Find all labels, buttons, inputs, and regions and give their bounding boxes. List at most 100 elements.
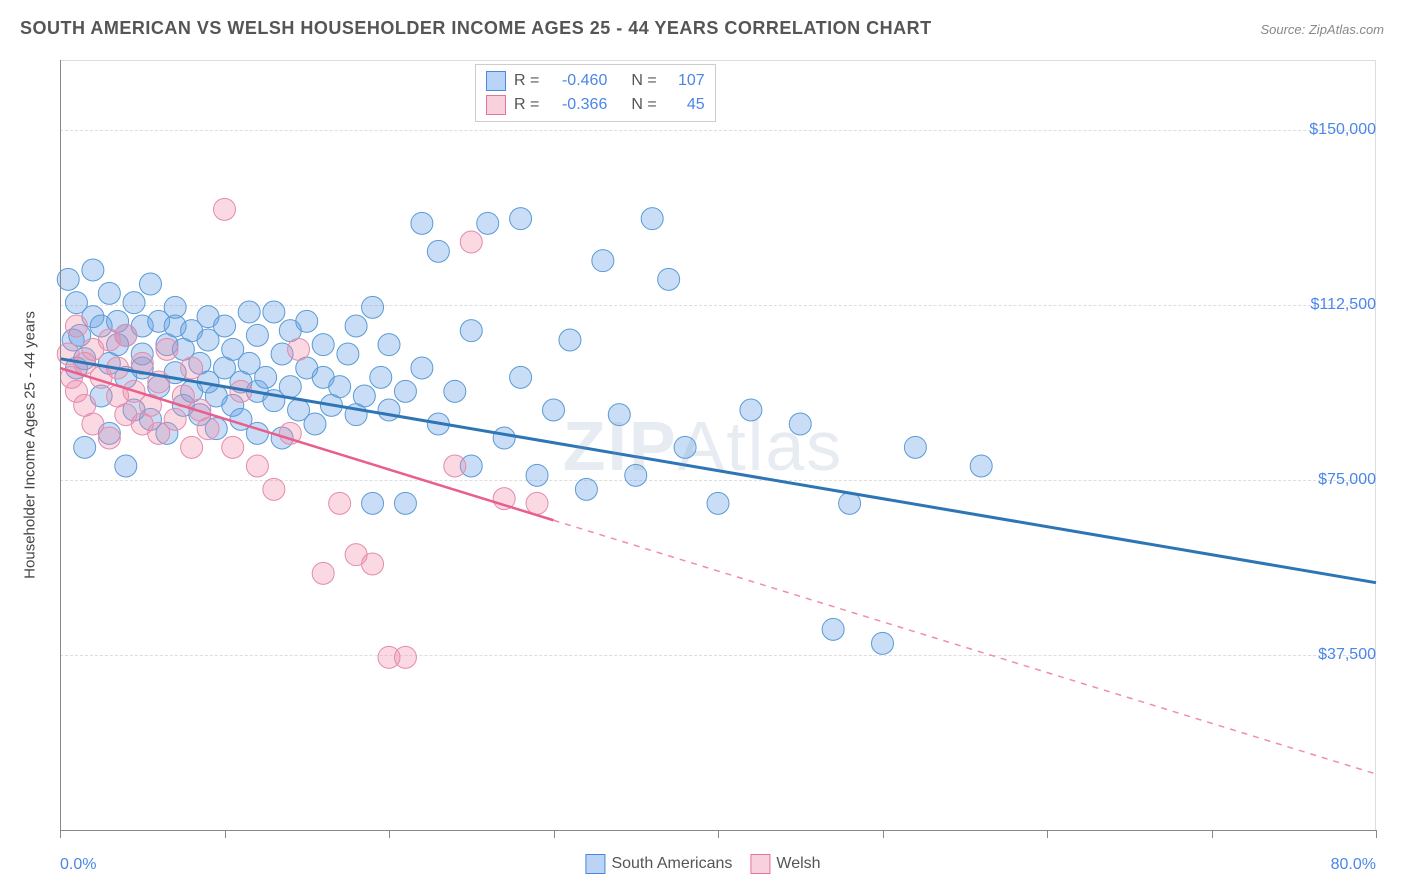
swatch-blue-icon [486, 71, 506, 91]
x-tick-mark [1376, 830, 1377, 838]
scatter-point [674, 436, 696, 458]
r-label: R = [514, 72, 539, 90]
scatter-point [65, 315, 87, 337]
scatter-point [296, 310, 318, 332]
x-tick-min: 0.0% [60, 856, 96, 874]
scatter-point [526, 492, 548, 514]
trend-line-solid [60, 368, 554, 520]
x-tick-mark [1047, 830, 1048, 838]
scatter-plot [60, 60, 1376, 830]
scatter-point [625, 464, 647, 486]
r-value: -0.460 [547, 72, 607, 90]
scatter-point [246, 455, 268, 477]
scatter-point [394, 646, 416, 668]
scatter-point [378, 334, 400, 356]
x-axis-line [60, 830, 1376, 831]
swatch-blue-icon [585, 854, 605, 874]
x-tick-mark [883, 830, 884, 838]
scatter-point [460, 320, 482, 342]
scatter-point [970, 455, 992, 477]
scatter-point [312, 562, 334, 584]
scatter-point [197, 418, 219, 440]
scatter-point [312, 334, 334, 356]
scatter-point [411, 357, 433, 379]
scatter-point [214, 315, 236, 337]
scatter-point [394, 380, 416, 402]
scatter-point [592, 250, 614, 272]
n-value: 107 [665, 72, 705, 90]
x-tick-max: 80.0% [1331, 856, 1376, 874]
n-value: 45 [665, 96, 705, 114]
r-label: R = [514, 96, 539, 114]
scatter-point [822, 618, 844, 640]
scatter-point [872, 632, 894, 654]
scatter-point [115, 324, 137, 346]
scatter-point [641, 208, 663, 230]
scatter-point [608, 404, 630, 426]
source-label: Source: ZipAtlas.com [1260, 22, 1384, 37]
legend-label: South Americans [611, 855, 732, 873]
scatter-point [559, 329, 581, 351]
scatter-point [740, 399, 762, 421]
scatter-point [411, 212, 433, 234]
scatter-point [904, 436, 926, 458]
scatter-point [115, 455, 137, 477]
chart-container: SOUTH AMERICAN VS WELSH HOUSEHOLDER INCO… [0, 0, 1406, 892]
scatter-point [362, 553, 384, 575]
scatter-point [444, 380, 466, 402]
scatter-point [345, 315, 367, 337]
chart-title: SOUTH AMERICAN VS WELSH HOUSEHOLDER INCO… [20, 18, 932, 39]
scatter-point [378, 399, 400, 421]
r-value: -0.366 [547, 96, 607, 114]
scatter-point [460, 231, 482, 253]
scatter-point [394, 492, 416, 514]
x-tick-mark [225, 830, 226, 838]
scatter-point [575, 478, 597, 500]
scatter-point [98, 427, 120, 449]
scatter-point [370, 366, 392, 388]
scatter-point [707, 492, 729, 514]
scatter-point [279, 376, 301, 398]
stats-row-blue: R = -0.460 N = 107 [486, 69, 705, 93]
scatter-point [288, 338, 310, 360]
scatter-point [181, 436, 203, 458]
scatter-point [238, 301, 260, 323]
scatter-point [362, 296, 384, 318]
scatter-point [493, 427, 515, 449]
scatter-point [263, 301, 285, 323]
scatter-point [337, 343, 359, 365]
x-tick-mark [554, 830, 555, 838]
legend-item-south-americans: South Americans [585, 854, 732, 874]
scatter-point [510, 366, 532, 388]
scatter-point [304, 413, 326, 435]
trend-line-dashed [554, 520, 1377, 774]
scatter-point [139, 273, 161, 295]
n-label: N = [631, 72, 656, 90]
scatter-point [329, 376, 351, 398]
scatter-point [444, 455, 466, 477]
scatter-point [329, 492, 351, 514]
scatter-point [658, 268, 680, 290]
scatter-point [156, 338, 178, 360]
scatter-point [98, 282, 120, 304]
y-axis-line [60, 60, 61, 830]
y-axis-title: Householder Income Ages 25 - 44 years [22, 311, 39, 579]
swatch-pink-icon [486, 95, 506, 115]
x-tick-mark [1212, 830, 1213, 838]
legend-item-welsh: Welsh [750, 854, 820, 874]
bottom-legend: South Americans Welsh [585, 854, 820, 874]
x-tick-mark [389, 830, 390, 838]
n-label: N = [631, 96, 656, 114]
scatter-point [214, 198, 236, 220]
legend-label: Welsh [776, 855, 820, 873]
scatter-point [526, 464, 548, 486]
scatter-point [789, 413, 811, 435]
stats-row-pink: R = -0.366 N = 45 [486, 93, 705, 117]
swatch-pink-icon [750, 854, 770, 874]
x-tick-mark [718, 830, 719, 838]
scatter-point [263, 478, 285, 500]
scatter-point [353, 385, 375, 407]
scatter-point [164, 408, 186, 430]
scatter-point [222, 436, 244, 458]
scatter-point [477, 212, 499, 234]
